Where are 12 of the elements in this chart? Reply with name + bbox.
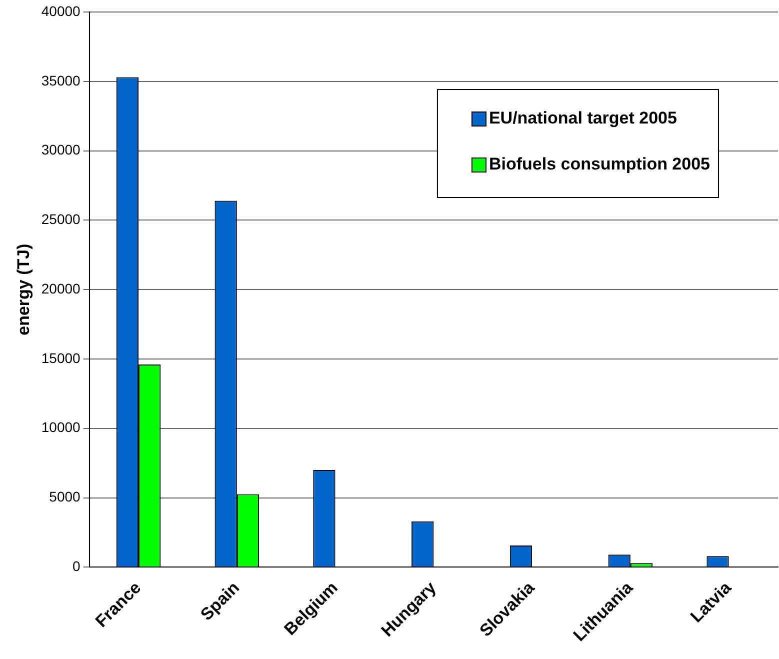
y-tick-label: 10000 — [41, 419, 81, 436]
y-tick-label: 30000 — [41, 142, 81, 158]
y-tick-label: 15000 — [41, 350, 81, 366]
y-tick-label: 5000 — [49, 488, 81, 505]
legend-label: Biofuels consumption 2005 — [488, 154, 710, 174]
y-axis-title: energy (TJ) — [14, 244, 33, 336]
y-tick-label: 40000 — [41, 2, 81, 19]
legend-label: EU/national target 2005 — [488, 108, 677, 128]
y-tick-label: 20000 — [41, 280, 81, 296]
y-tick-label: 25000 — [41, 211, 81, 228]
y-tick-label: 35000 — [41, 72, 81, 88]
y-tick-label: 0 — [72, 558, 81, 574]
